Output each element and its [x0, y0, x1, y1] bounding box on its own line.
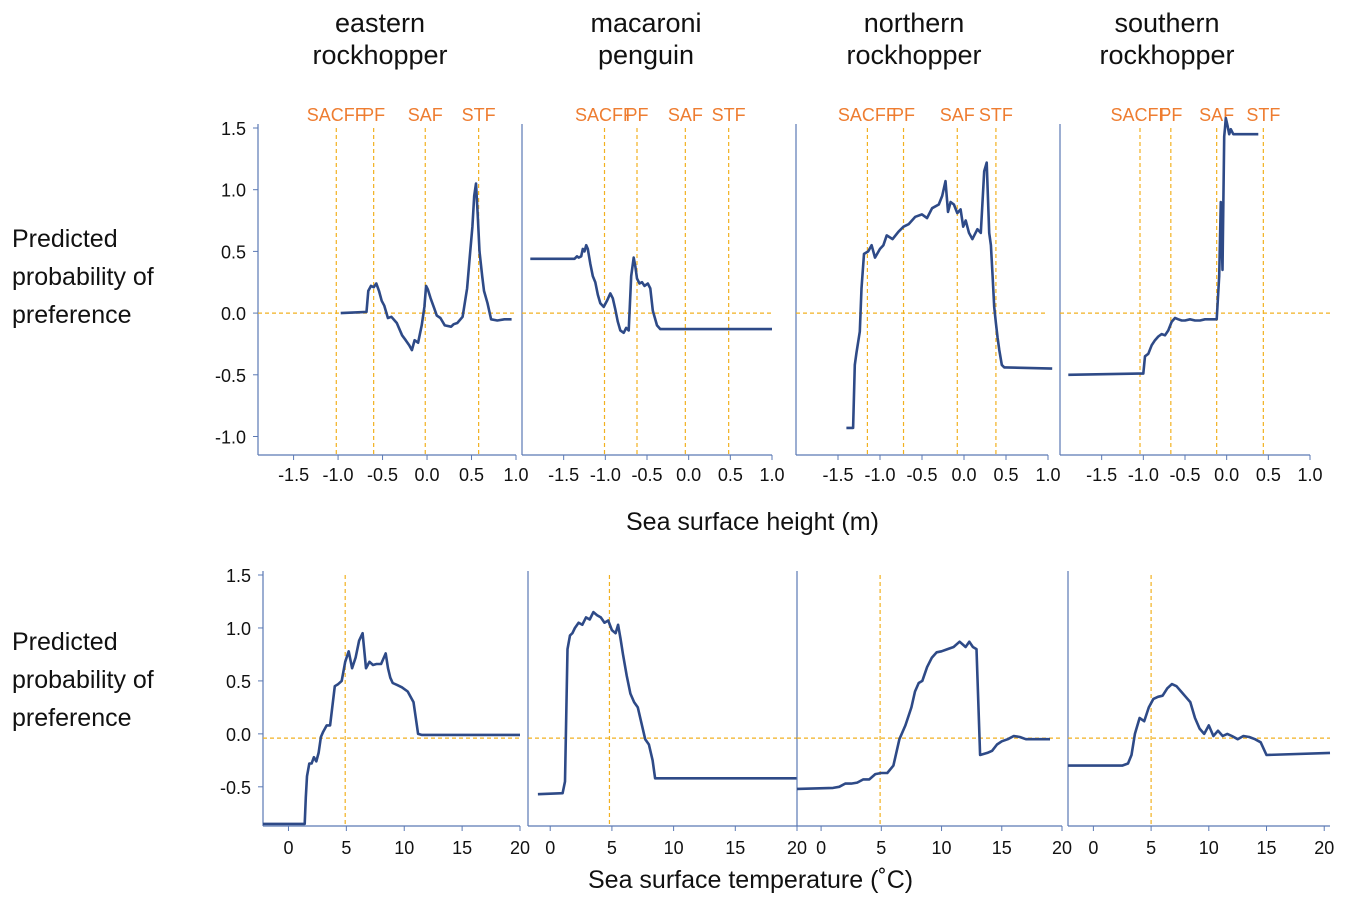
x-tick-label: 0.5: [993, 465, 1018, 485]
x-tick-label: 0: [545, 838, 555, 858]
x-tick-label: -1.5: [1086, 465, 1117, 485]
x-tick-label: -1.5: [278, 465, 309, 485]
x-tick-label: 15: [452, 838, 472, 858]
species-title-line: rockhopper: [846, 40, 981, 70]
x-axis-label-ssh: Sea surface height (m): [626, 508, 879, 536]
x-tick-label: -1.0: [1128, 465, 1159, 485]
x-tick-label: 15: [725, 838, 745, 858]
y-label-line: preference: [12, 301, 132, 329]
x-tick-label: 0: [1088, 838, 1098, 858]
partial-dependence-line: [537, 610, 797, 796]
y-axis-label-bottom: Predicted probability of preference: [12, 623, 154, 737]
x-tick-label: 0.5: [459, 465, 484, 485]
front-label: STF: [979, 105, 1013, 125]
species-title-line: penguin: [598, 40, 694, 70]
x-tick-label: 0: [816, 838, 826, 858]
species-title-line: eastern: [335, 8, 425, 38]
partial-dependence-line: [846, 161, 1053, 430]
y-axis-label-top: Predicted probability of preference: [12, 220, 154, 334]
front-label: STF: [1246, 105, 1280, 125]
x-tick-label: 1.0: [759, 465, 784, 485]
x-tick-label: 20: [1052, 838, 1072, 858]
partial-dependence-line: [1068, 682, 1331, 767]
front-label: SAF: [408, 105, 443, 125]
partial-dependence-line: [796, 640, 1050, 791]
x-tick-label: 0.0: [676, 465, 701, 485]
x-tick-label: 5: [607, 838, 617, 858]
x-tick-label: -0.5: [631, 465, 662, 485]
species-title-line: rockhopper: [312, 40, 447, 70]
y-tick-label: 0.5: [221, 242, 246, 262]
front-label: PF: [892, 105, 915, 125]
y-tick-label: -0.5: [215, 366, 246, 386]
y-label-line: probability of: [12, 666, 154, 694]
x-tick-label: -1.0: [864, 465, 895, 485]
partial-dependence-line: [530, 243, 772, 335]
x-tick-label: -0.5: [1169, 465, 1200, 485]
partial-dependence-line: [1068, 116, 1259, 377]
y-tick-label: 0.0: [221, 304, 246, 324]
x-tick-label: 15: [1257, 838, 1277, 858]
front-label: SAF: [1199, 105, 1234, 125]
species-title-line: northern: [864, 8, 965, 38]
x-tick-label: 20: [787, 838, 807, 858]
y-tick-label: 1.5: [226, 566, 251, 586]
x-tick-label: -1.5: [548, 465, 579, 485]
x-tick-label: 5: [1146, 838, 1156, 858]
x-tick-label: 0.0: [1214, 465, 1239, 485]
front-label: PF: [1159, 105, 1182, 125]
x-tick-label: 0.0: [951, 465, 976, 485]
front-label: SAF: [668, 105, 703, 125]
y-tick-label: 0.0: [226, 725, 251, 745]
x-tick-label: 1.0: [1035, 465, 1060, 485]
x-tick-label: 1.0: [503, 465, 528, 485]
y-tick-label: -1.0: [215, 427, 246, 447]
x-tick-label: 1.0: [1297, 465, 1322, 485]
x-tick-label: 5: [876, 838, 886, 858]
x-tick-label: -0.5: [906, 465, 937, 485]
front-label: STF: [462, 105, 496, 125]
x-tick-label: 10: [394, 838, 414, 858]
x-tick-label: 20: [510, 838, 530, 858]
x-tick-label: 5: [341, 838, 351, 858]
y-tick-label: 1.0: [221, 181, 246, 201]
x-tick-label: -1.0: [323, 465, 354, 485]
x-tick-label: 0.0: [415, 465, 440, 485]
front-label: SACFF: [575, 105, 634, 125]
y-tick-label: 1.0: [226, 619, 251, 639]
front-label: PF: [625, 105, 648, 125]
x-tick-label: 0: [283, 838, 293, 858]
y-tick-label: 0.5: [226, 672, 251, 692]
front-label: SAF: [940, 105, 975, 125]
x-tick-label: 15: [992, 838, 1012, 858]
x-tick-label: -0.5: [367, 465, 398, 485]
x-tick-label: 10: [664, 838, 684, 858]
x-tick-label: 20: [1314, 838, 1334, 858]
front-label: SACFF: [307, 105, 366, 125]
front-label: PF: [362, 105, 385, 125]
x-axis-label-sst: Sea surface temperature (˚C): [588, 866, 914, 894]
x-tick-label: 0.5: [1256, 465, 1281, 485]
y-tick-label: -0.5: [220, 778, 251, 798]
y-label-line: Predicted: [12, 628, 118, 656]
front-label: SACFF: [838, 105, 897, 125]
x-tick-label: 10: [932, 838, 952, 858]
species-title-line: rockhopper: [1099, 40, 1234, 70]
partial-dependence-line: [263, 631, 520, 826]
partial-dependence-line: [340, 182, 512, 352]
y-label-line: Predicted: [12, 225, 118, 253]
front-label: SACFF: [1110, 105, 1169, 125]
y-label-line: probability of: [12, 263, 154, 291]
species-title-line: southern: [1114, 8, 1219, 38]
y-label-line: preference: [12, 704, 132, 732]
x-tick-label: 10: [1199, 838, 1219, 858]
x-tick-label: -1.0: [590, 465, 621, 485]
x-tick-label: -1.5: [822, 465, 853, 485]
species-title-line: macaroni: [590, 8, 701, 38]
front-label: STF: [712, 105, 746, 125]
y-tick-label: 1.5: [221, 119, 246, 139]
x-tick-label: 0.5: [718, 465, 743, 485]
